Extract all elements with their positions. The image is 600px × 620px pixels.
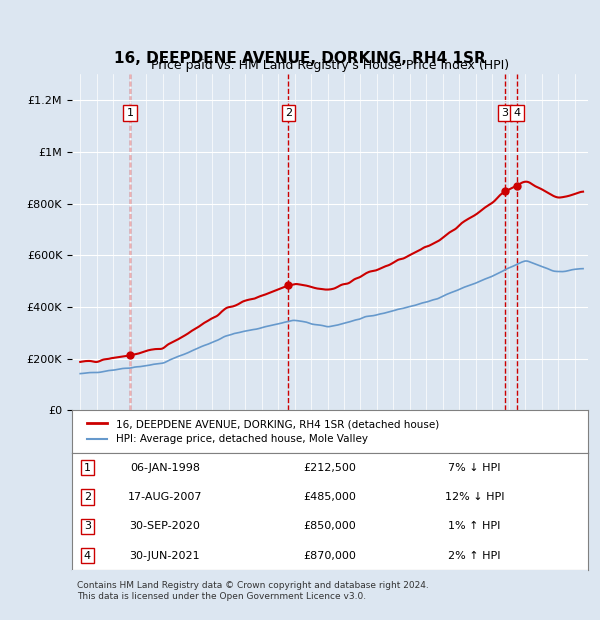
Legend: 16, DEEPDENE AVENUE, DORKING, RH4 1SR (detached house), HPI: Average price, deta: 16, DEEPDENE AVENUE, DORKING, RH4 1SR (d… bbox=[82, 415, 443, 448]
Text: 30-SEP-2020: 30-SEP-2020 bbox=[130, 521, 200, 531]
Text: £850,000: £850,000 bbox=[304, 521, 356, 531]
Text: 1: 1 bbox=[127, 108, 134, 118]
Text: 30-JUN-2021: 30-JUN-2021 bbox=[130, 551, 200, 560]
Text: 4: 4 bbox=[84, 551, 91, 560]
Text: 3: 3 bbox=[84, 521, 91, 531]
Text: 7% ↓ HPI: 7% ↓ HPI bbox=[448, 463, 501, 472]
Title: Price paid vs. HM Land Registry's House Price Index (HPI): Price paid vs. HM Land Registry's House … bbox=[151, 59, 509, 72]
Text: 16, DEEPDENE AVENUE, DORKING, RH4 1SR: 16, DEEPDENE AVENUE, DORKING, RH4 1SR bbox=[114, 51, 486, 66]
Text: 2: 2 bbox=[285, 108, 292, 118]
Text: 2% ↑ HPI: 2% ↑ HPI bbox=[448, 551, 501, 560]
Text: 06-JAN-1998: 06-JAN-1998 bbox=[130, 463, 200, 472]
Text: 1% ↑ HPI: 1% ↑ HPI bbox=[448, 521, 500, 531]
Text: 4: 4 bbox=[514, 108, 521, 118]
Text: 1: 1 bbox=[84, 463, 91, 472]
Text: £870,000: £870,000 bbox=[304, 551, 356, 560]
Text: £485,000: £485,000 bbox=[304, 492, 356, 502]
Text: £212,500: £212,500 bbox=[304, 463, 356, 472]
Text: Contains HM Land Registry data © Crown copyright and database right 2024.
This d: Contains HM Land Registry data © Crown c… bbox=[77, 582, 429, 601]
Text: 17-AUG-2007: 17-AUG-2007 bbox=[128, 492, 202, 502]
Text: 2: 2 bbox=[84, 492, 91, 502]
Text: 12% ↓ HPI: 12% ↓ HPI bbox=[445, 492, 504, 502]
Text: 3: 3 bbox=[501, 108, 508, 118]
